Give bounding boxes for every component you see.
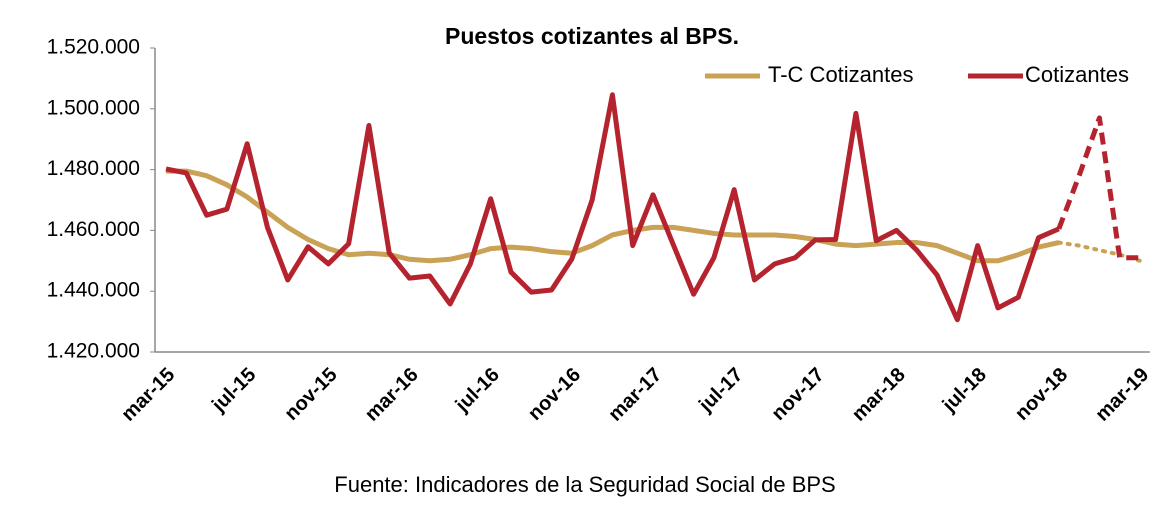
projection-line bbox=[1056, 115, 1140, 261]
series-line bbox=[165, 92, 1060, 323]
y-tick-label: 1.500.000 bbox=[47, 96, 140, 119]
y-tick-label: 1.480.000 bbox=[47, 157, 140, 180]
x-tick-label: mar-15 bbox=[117, 364, 179, 426]
x-tick-label: jul-17 bbox=[694, 364, 747, 417]
chart-title: Puestos cotizantes al BPS. bbox=[445, 23, 739, 49]
x-tick-label: nov-16 bbox=[524, 364, 585, 425]
x-tick-label: nov-17 bbox=[767, 364, 828, 425]
x-tick-label: jul-16 bbox=[451, 364, 504, 417]
x-tick-label: nov-15 bbox=[280, 364, 341, 425]
y-tick-label: 1.420.000 bbox=[47, 340, 140, 363]
series-line bbox=[166, 168, 1060, 264]
x-tick-label: mar-17 bbox=[604, 364, 666, 426]
x-tick-label: mar-16 bbox=[361, 364, 423, 426]
legend-label: Cotizantes bbox=[1025, 62, 1129, 87]
y-tick-label: 1.460.000 bbox=[47, 218, 140, 241]
y-tick-label: 1.520.000 bbox=[47, 36, 140, 59]
x-tick-label: jul-15 bbox=[207, 364, 260, 417]
source: Fuente: Indicadores de la Seguridad Soci… bbox=[334, 472, 835, 497]
legend-label: T-C Cotizantes bbox=[768, 62, 914, 87]
x-tick-label: nov-18 bbox=[1011, 364, 1072, 425]
x-tick-label: jul-18 bbox=[938, 364, 991, 417]
x-tick-label: mar-18 bbox=[848, 364, 910, 426]
y-tick-label: 1.440.000 bbox=[47, 279, 140, 302]
x-tick-label: mar-19 bbox=[1091, 364, 1153, 426]
